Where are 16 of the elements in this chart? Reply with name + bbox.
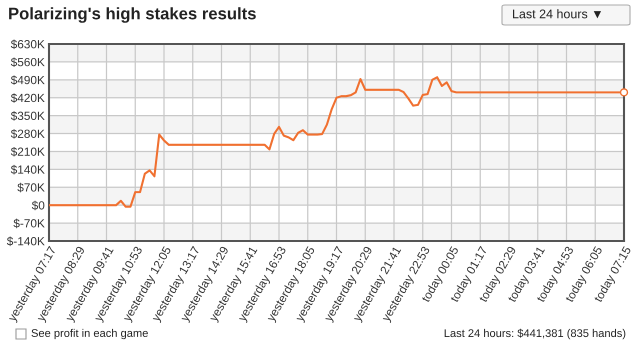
y-tick-label: $70K xyxy=(17,182,45,192)
y-tick-label: $560K xyxy=(10,57,45,68)
y-tick-label: $210K xyxy=(10,146,45,157)
y-tick-label: $350K xyxy=(10,111,45,121)
y-tick-label: $280K xyxy=(10,129,45,139)
y-tick-label: $630K xyxy=(10,40,45,50)
y-tick-label: $-140K xyxy=(6,236,45,246)
y-tick-label: $140K xyxy=(10,164,45,174)
y-tick-label: $-70K xyxy=(13,218,45,228)
y-tick-label: $420K xyxy=(10,93,45,103)
text: See profit in each game xyxy=(32,328,148,340)
y-tick-label: $0 xyxy=(32,200,44,210)
text: Last 24 hours: $441,381 (835 hands) xyxy=(444,328,626,340)
y-tick-label: $490K xyxy=(10,75,45,85)
chart-title: Polarizing's high stakes results xyxy=(9,7,256,23)
text: Last 24 hours ▼ xyxy=(513,9,602,18)
